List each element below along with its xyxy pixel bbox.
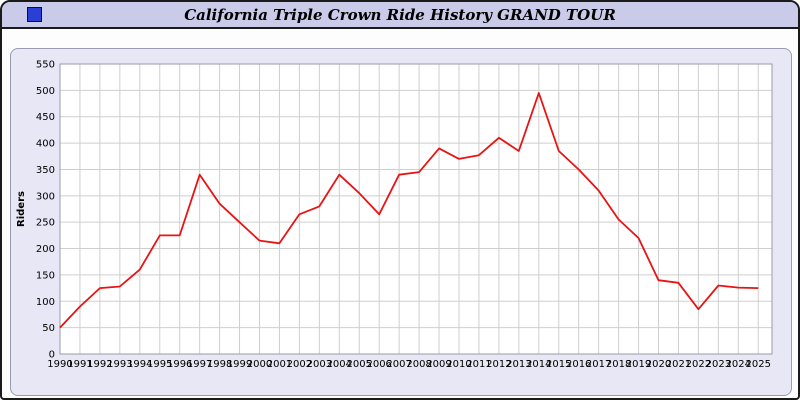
- riders-line-series: [59, 92, 759, 329]
- x-tick-label: 2015: [546, 359, 571, 370]
- x-tick-label: 2025: [746, 359, 771, 370]
- title-bar[interactable]: California Triple Crown Ride History GRA…: [2, 2, 798, 29]
- x-tick-label: 1992: [87, 359, 112, 370]
- x-tick-label: 2007: [386, 359, 411, 370]
- y-tick-label: 150: [36, 270, 55, 281]
- x-tick-label: 2008: [406, 359, 431, 370]
- x-tick-label: 2006: [366, 359, 391, 370]
- x-tick-label: 2005: [347, 359, 372, 370]
- x-tick-label: 1999: [227, 359, 252, 370]
- x-tick-label: 1991: [67, 359, 92, 370]
- x-tick-label: 2012: [486, 359, 511, 370]
- x-tick-label: 1994: [127, 359, 152, 370]
- y-tick-label: 100: [36, 297, 55, 308]
- x-tick-label: 1996: [167, 359, 192, 370]
- y-tick-label: 450: [36, 112, 55, 123]
- y-tick-label: 0: [49, 350, 55, 361]
- x-tick-label: 2010: [446, 359, 471, 370]
- x-tick-label: 2003: [307, 359, 332, 370]
- y-tick-label: 50: [42, 323, 55, 334]
- y-tick-label: 250: [36, 218, 55, 229]
- chart-panel: 0 50 100 150 200 250 300 350 400 450 500 550 1990 199…: [10, 48, 792, 396]
- x-tick-label: 2022: [686, 359, 711, 370]
- x-tick-label: 2018: [606, 359, 631, 370]
- y-tick-label: 500: [36, 86, 55, 97]
- x-tick-label: 2013: [506, 359, 531, 370]
- x-tick-label: 2004: [327, 359, 352, 370]
- x-tick-label: 2014: [526, 359, 551, 370]
- x-tick-label: 2024: [726, 359, 751, 370]
- x-tick-label: 1995: [147, 359, 172, 370]
- line-chart: 0501001502002503003504004505005501990199…: [16, 60, 773, 370]
- x-tick-label: 2009: [426, 359, 451, 370]
- x-tick-label: 1998: [207, 359, 232, 370]
- y-tick-label: 200: [36, 244, 55, 255]
- x-tick-label: 2021: [666, 359, 691, 370]
- plot-area: [60, 64, 772, 354]
- y-tick-label: 400: [36, 139, 55, 150]
- x-tick-label: 2023: [706, 359, 731, 370]
- x-tick-label: 2001: [267, 359, 292, 370]
- x-tick-label: 2000: [247, 359, 272, 370]
- window-title: California Triple Crown Ride History GRA…: [184, 5, 616, 24]
- y-tick-label: 350: [36, 165, 55, 176]
- x-tick-label: 1997: [187, 359, 212, 370]
- x-tick-label: 2017: [586, 359, 611, 370]
- plot-border: [59, 63, 773, 355]
- x-tick-label: 1990: [47, 359, 72, 370]
- y-tick-label: 300: [36, 191, 55, 202]
- x-tick-label: 2019: [626, 359, 651, 370]
- y-tick-label: 550: [36, 60, 55, 71]
- x-tick-label: 2011: [466, 359, 491, 370]
- x-tick-label: 2020: [646, 359, 671, 370]
- y-axis-title: Riders: [16, 191, 27, 227]
- x-tick-label: 1993: [107, 359, 132, 370]
- x-tick-label: 2016: [566, 359, 591, 370]
- x-tick-label: 2002: [287, 359, 312, 370]
- window-menu-icon[interactable]: [27, 7, 42, 22]
